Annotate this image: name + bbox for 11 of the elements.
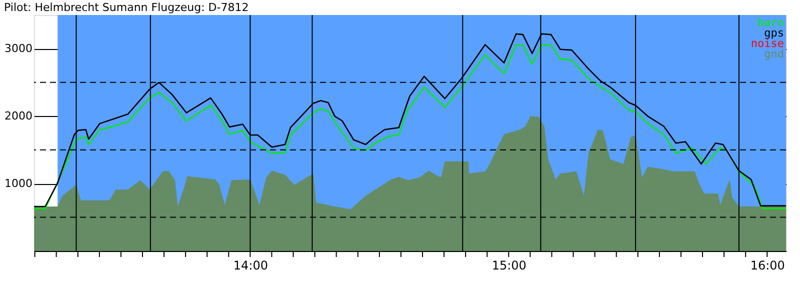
x-tick-label: 14:00 <box>233 258 268 272</box>
legend-label: noise <box>750 37 784 50</box>
y-tick-label: 2000 <box>4 110 32 123</box>
x-tick-label: 16:00 <box>750 258 785 272</box>
x-tick-label: 15:00 <box>492 258 526 272</box>
y-tick-label: 1000 <box>4 177 32 190</box>
text: gps <box>764 26 784 40</box>
y-tick-label: 3000 <box>4 42 32 56</box>
text: gnd <box>764 48 784 60</box>
text: baro <box>758 16 784 29</box>
chart-title: Pilot: Helmbrecht Sumann Flugzeug: D-7812 <box>4 1 249 14</box>
